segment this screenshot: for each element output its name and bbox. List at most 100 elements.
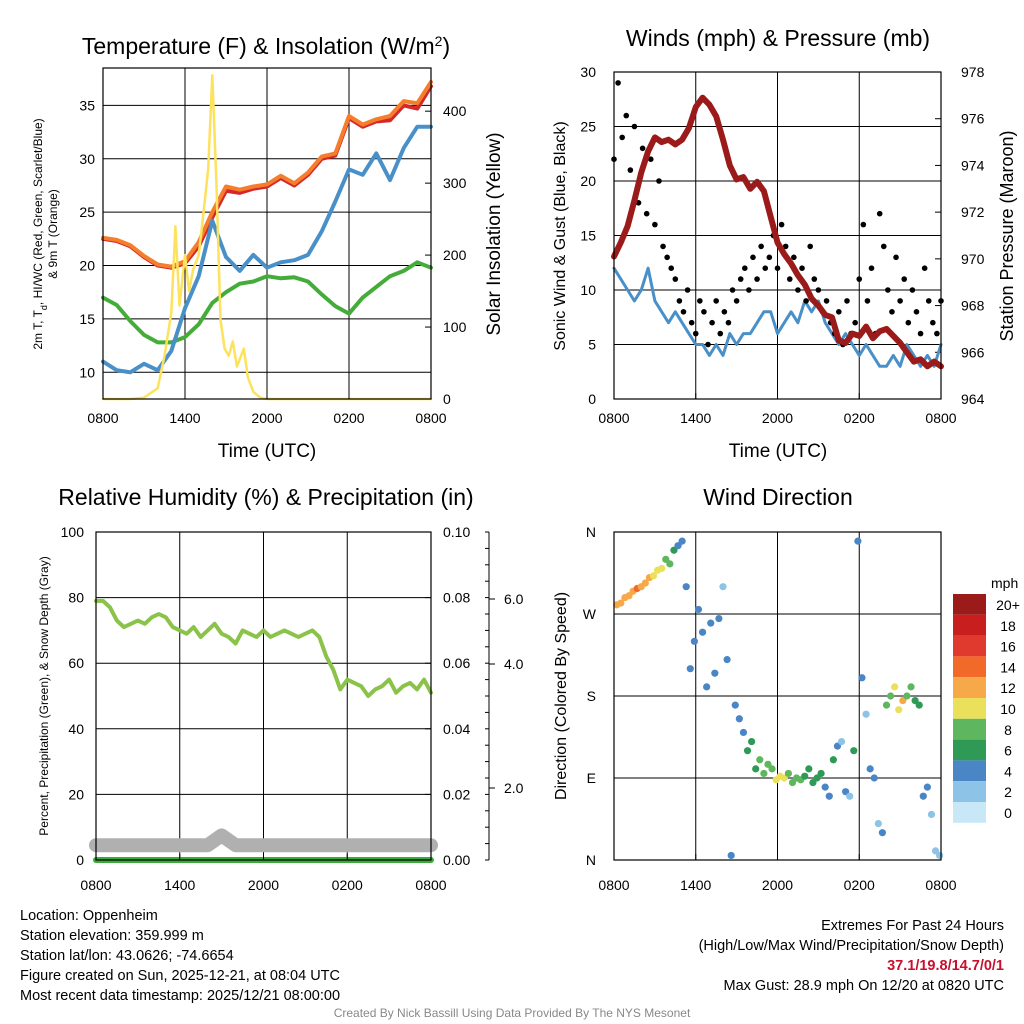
winds-panel: 0 5 10 15 20 25 30 964 966 968 970 972 974 976 978 0800… [552,25,1017,462]
winds-gust-point [692,330,699,337]
colorbar-unit: mph [991,575,1018,591]
winds-gust-point [746,287,752,293]
temp-ytick-left: 25 [79,204,95,220]
wdir-point [936,851,944,860]
winds-gust-point [803,298,809,304]
wdir-point [727,851,735,860]
wdir-point [874,819,882,828]
wdir-point [703,683,711,691]
colorbar-label: 2 [1004,784,1012,800]
rh-series-humidity [94,598,433,698]
winds-xtick: 0800 [925,410,956,426]
winds-gust-point [639,145,646,152]
temp-ytick-right: 0 [443,391,451,407]
colorbar-label: 14 [1000,659,1016,675]
winds-gust-point [917,330,924,337]
wdir-point [739,728,748,737]
rh-ytick-right: 0.06 [443,655,470,671]
winds-gust-point [697,298,703,304]
winds-series-sonic [612,266,943,368]
winds-gust-point [672,276,679,282]
rh-title: Relative Humidity (%) & Precipitation (i… [58,484,473,510]
wdir-point [801,772,809,780]
winds-gust-point [664,254,670,261]
rh-ytick-left: 20 [68,786,84,802]
winds-gust-point [623,112,630,119]
rh-xtick: 2000 [248,877,279,893]
winds-gust-point [742,265,748,272]
winds-gust-point [925,298,932,304]
winds-gust-point [758,243,764,250]
location-text: Location: Oppenheim [20,908,158,924]
winds-gust-point [893,254,899,261]
winds-gust-point [737,276,744,282]
wdir-point [923,783,931,791]
winds-gust-point [778,221,785,228]
rh-xtick: 0800 [80,877,111,893]
rh-ytick-left: 100 [61,524,85,540]
wdir-point [768,765,776,773]
winds-gust-point [619,134,625,141]
winds-gust-point [725,319,732,326]
colorbar-swatch [953,802,986,823]
winds-gust-point [713,298,719,304]
winds-ytick-right: 976 [961,111,985,127]
winds-gust-point [668,265,675,272]
rh-xtick: 0200 [332,877,363,893]
temp-ytick-right: 100 [443,319,467,335]
winds-ytick-left: 20 [580,173,596,189]
wdir-point [658,564,666,573]
winds-gust-point [860,221,867,228]
winds-gust-point [754,276,760,282]
winds-gust-point [880,243,887,250]
wdir-point [723,655,731,664]
wdir-point [641,579,649,587]
temp-xlabel: Time (UTC) [218,441,317,462]
colorbar-swatch [953,656,986,678]
winds-gust-point [934,330,940,337]
winds-gust-point [844,298,850,304]
winds-series-pressure [611,94,944,370]
temp-xtick: 0800 [415,410,446,426]
rh-series-snow-depth [89,828,438,853]
winds-title: Winds (mph) & Pressure (mb) [626,25,930,51]
wdir-point [682,583,690,591]
colorbar-label: 10 [1000,701,1016,717]
winds-gust-point [815,287,822,293]
winds-gust-point [627,167,634,173]
winds-gust-point [762,265,769,272]
extremes-title: Extremes For Past 24 Hours [821,918,1004,934]
winds-gust-point [701,309,707,315]
wdir-xtick: 0800 [598,877,629,893]
humidity-panel: 0 20 40 60 80 100 0.00 0.02 0.04 0.06 0.08 0.10 2.0 4… [37,484,524,893]
wdir-point [678,537,686,545]
wdir-point [686,665,694,673]
wdir-point [805,765,813,773]
created-text: Figure created on Sun, 2025-12-21, at 08… [20,968,340,984]
rh-xtick: 0800 [415,877,446,893]
winds-gust-point [717,330,724,337]
winds-gust-point [852,319,858,326]
temp-series-wind-chill [101,124,433,375]
rh-outer-tick: 2.0 [504,780,524,796]
temperature-panel: 10 15 20 25 30 35 0 100 200 300 400 0800 1400 2000 020… [31,33,505,462]
wdir-point [784,769,793,778]
colorbar-label: 0 [1004,805,1012,821]
rh-ytick-left: 80 [68,590,84,606]
wdir-ylabel-left: Direction (Colored By Speed) [553,592,570,800]
colorbar-swatch [953,760,986,782]
wdir-point [617,599,625,607]
wdir-ytick: E [587,770,596,786]
winds-gust-point [811,276,818,282]
rh-outer-tick: 4.0 [504,656,524,672]
winds-xlabel: Time (UTC) [729,441,828,462]
winds-xtick: 2000 [762,410,793,426]
wdir-xtick: 0800 [925,877,956,893]
temp-ytick-left: 35 [79,97,95,113]
wdir-point [837,737,846,746]
temp-xtick: 0200 [333,410,364,426]
wdir-point [752,765,760,773]
latlon-text: Station lat/lon: 43.0626; -74.6654 [20,948,234,964]
temp-series-9m-t [101,79,433,269]
